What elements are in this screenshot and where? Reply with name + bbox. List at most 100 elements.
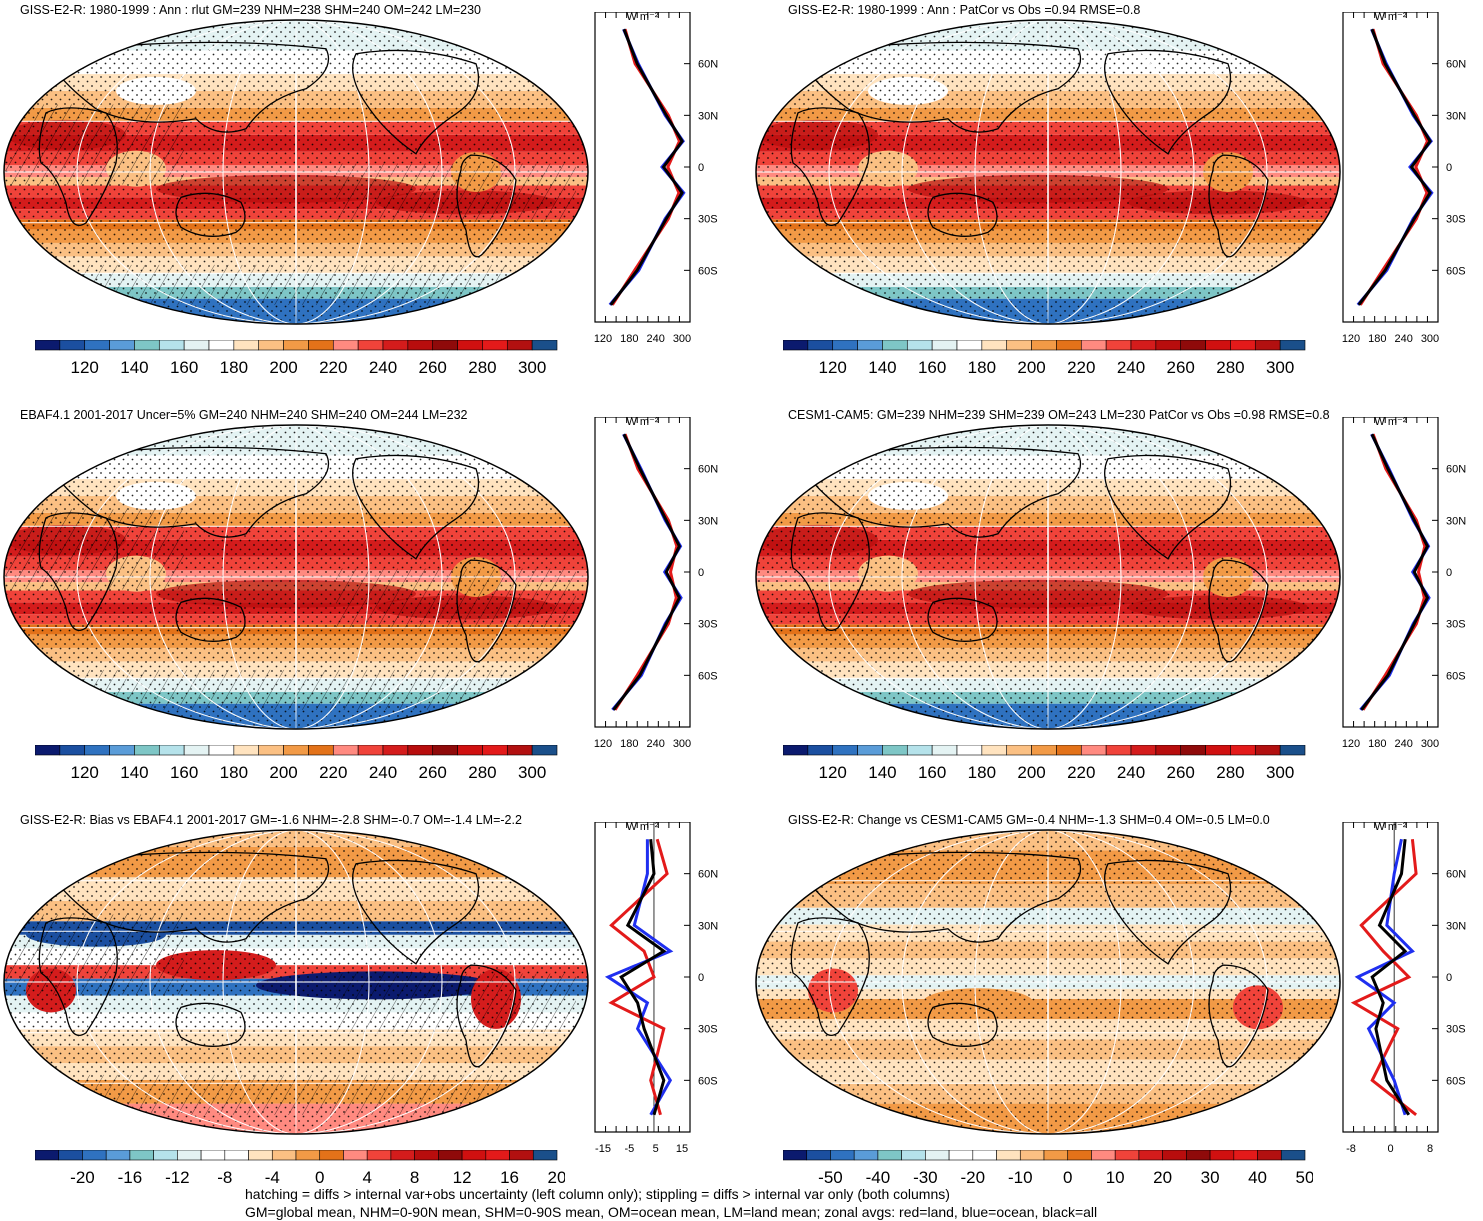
longitude-line <box>149 20 443 324</box>
colorbar-swatch <box>857 745 883 756</box>
zonal-line-all <box>612 433 682 711</box>
colorbar-swatch <box>1006 340 1032 351</box>
zonal-x-tick-label: 240 <box>1394 333 1412 345</box>
map-border <box>755 19 1341 325</box>
zonal-x-tick-label: 180 <box>1368 333 1386 345</box>
colorbar-swatch <box>343 1150 368 1161</box>
map-p4 <box>755 424 1341 730</box>
coastline <box>175 192 246 237</box>
coastline <box>1104 859 1232 965</box>
zonal-x-tick-label: 300 <box>673 333 691 345</box>
colorbar-tick-label: 140 <box>868 358 896 377</box>
colorbar-swatch <box>390 1150 415 1161</box>
colorbar-swatch <box>59 340 86 351</box>
zonal-axes-frame <box>1342 12 1439 323</box>
colorbar-swatch <box>233 340 260 351</box>
colorbar-tick-label: 180 <box>968 763 996 782</box>
colorbar-swatch <box>956 745 983 756</box>
zonal-lat-label: 30N <box>698 920 718 932</box>
colorbar-tick-label: 12 <box>453 1168 472 1187</box>
colorbar-swatch <box>956 340 983 351</box>
zonal-line-land <box>608 838 669 1116</box>
hatching <box>336 163 576 224</box>
colorbar-tick-label: 160 <box>170 763 198 782</box>
colorbar-tick-label: 200 <box>269 763 297 782</box>
zonal-line-ocean <box>1354 838 1415 1116</box>
colorbar-swatch <box>482 340 508 351</box>
coastline <box>352 454 480 560</box>
colorbar-swatch <box>319 1150 344 1161</box>
colorbar-tick-label: -30 <box>913 1168 938 1187</box>
colorbar-swatch <box>248 1150 273 1161</box>
colorbar-swatch <box>58 1150 83 1161</box>
longitude-line <box>76 20 516 324</box>
map-p6 <box>755 829 1341 1135</box>
colorbar-tick-label: -10 <box>1008 1168 1033 1187</box>
colorbar-swatch <box>208 340 235 351</box>
colorbar-tick-label: -16 <box>118 1168 143 1187</box>
colorbar-tick-label: 240 <box>369 763 397 782</box>
zonal-units: W m⁻² <box>626 12 658 23</box>
longitude-line <box>901 20 1195 324</box>
colorbar-swatch <box>1114 1150 1140 1161</box>
colorbar-tick-label: 160 <box>170 358 198 377</box>
zonal-x-tick-label: 300 <box>1421 333 1439 345</box>
colorbar-tick-label: 10 <box>1106 1168 1125 1187</box>
zonal-units: W m⁻² <box>1374 822 1406 833</box>
colorbar-swatch <box>783 1150 808 1161</box>
colorbar-tick-label: 260 <box>1167 763 1195 782</box>
map-border <box>3 424 589 730</box>
map-border <box>755 424 1341 730</box>
zonal-x-tick-label: 300 <box>1421 738 1439 750</box>
colorbar-swatch <box>1006 745 1032 756</box>
colorbar-swatch <box>84 340 110 351</box>
colorbar-swatch <box>366 1150 392 1161</box>
colorbar-tick-label: 200 <box>1017 763 1045 782</box>
longitude-line <box>222 830 370 1134</box>
colorbar-swatch <box>485 1150 510 1161</box>
colorbar-swatch <box>981 745 1008 756</box>
colorbar-swatch <box>882 745 908 756</box>
zonal-lat-label: 30N <box>1446 515 1466 527</box>
colorbar-swatch <box>1080 745 1107 756</box>
longitude-line <box>828 830 1268 1134</box>
colorbar-swatch <box>84 745 110 756</box>
colorbar-swatch <box>1067 1150 1092 1161</box>
colorbar-swatch <box>432 340 458 351</box>
colorbar-swatch <box>183 745 210 756</box>
colorbar-swatch <box>233 745 260 756</box>
colorbar-swatch <box>1091 1150 1116 1161</box>
colorbar-swatch <box>153 1150 178 1161</box>
colorbar-swatch <box>357 340 384 351</box>
colorbar-tick-label: 120 <box>71 358 99 377</box>
colorbar-swatch <box>783 745 809 756</box>
zonal-x-tick-label: 180 <box>620 738 638 750</box>
zonal-line-all <box>1370 839 1411 1116</box>
colorbar-swatch <box>407 340 434 351</box>
colorbar-swatch <box>1279 340 1306 351</box>
zonal-x-tick-label: -8 <box>1346 1143 1356 1155</box>
zonal-lat-label: 30S <box>1446 1024 1466 1036</box>
panel-title: EBAF4.1 2001-2017 Uncer=5% GM=240 NHM=24… <box>20 408 468 422</box>
longitude-line <box>828 20 1268 324</box>
longitude-line <box>974 425 1122 729</box>
colorbar-swatch <box>283 745 309 756</box>
colorbar-swatch <box>531 745 558 756</box>
zonal-line-all <box>1357 28 1432 306</box>
zonal-lat-label: 30N <box>1446 110 1466 122</box>
colorbar-swatch <box>1130 340 1157 351</box>
panel-title: GISS-E2-R: Change vs CESM1-CAM5 GM=-0.4 … <box>788 813 1270 827</box>
colorbar-tick-label: 160 <box>918 763 946 782</box>
colorbar-swatch <box>1279 745 1306 756</box>
coastline <box>1104 49 1232 155</box>
zonal-lat-label: 60N <box>698 59 718 71</box>
zonal-lat-label: 60S <box>1446 265 1466 277</box>
colorbar-swatch <box>1280 1150 1306 1161</box>
zonal-lat-label: 30S <box>1446 619 1466 631</box>
colorbar-tick-label: -40 <box>866 1168 891 1187</box>
colorbar-swatch <box>332 340 359 351</box>
coastline <box>797 851 1082 943</box>
hatching <box>4 914 184 995</box>
longitude-line <box>295 425 297 729</box>
colorbar-swatch <box>158 340 185 351</box>
